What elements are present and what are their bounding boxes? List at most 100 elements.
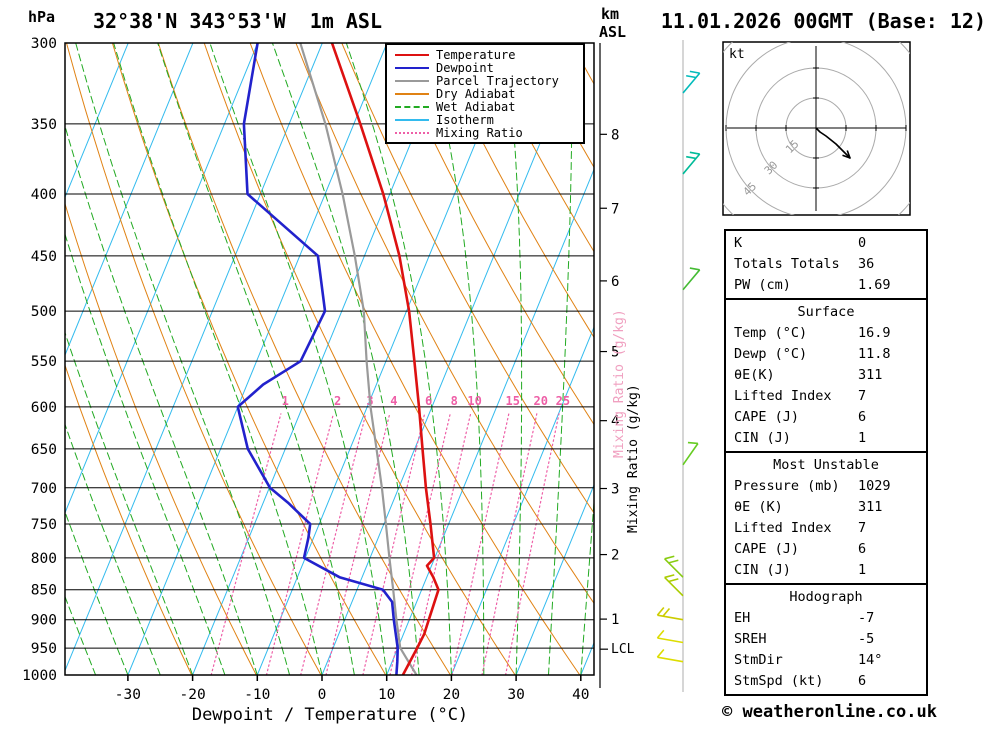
svg-text:20: 20 [534,394,548,408]
stats-row: Lifted Index 7 [726,518,926,539]
svg-text:8: 8 [611,127,619,143]
stats-section-title: Surface [797,304,855,320]
svg-text:650: 650 [31,442,57,458]
legend-line-sample [395,92,429,95]
svg-text:kt: kt [729,47,745,62]
legend-line-sample [395,118,429,121]
stats-section-title: Most Unstable [773,457,879,473]
parcel-trajectory-curve [299,43,418,675]
stats-row: CAPE (J) 6 [726,539,926,560]
stats-param-value: -7 [858,610,875,626]
plot-background: 1 2 3 4 6 8 10 15 20 25 [65,43,594,675]
stats-param-value: -5 [858,631,875,647]
altitude-unit-km-label: km [601,5,620,23]
stats-param-value: 311 [858,367,883,383]
stats-param-name: CAPE (J) [734,409,800,425]
svg-text:30: 30 [507,687,524,703]
sounding-profiles [236,43,440,675]
dewpoint-curve [236,43,400,675]
stats-param-name: Lifted Index [734,388,832,404]
stats-param-name: Dewp (°C) [734,346,808,362]
svg-text:850: 850 [31,583,57,599]
datetime-title: 11.01.2026 00GMT (Base: 12) [660,9,986,33]
svg-text:10: 10 [467,394,481,408]
stats-param-value: 6 [858,541,867,557]
legend-line-sample [395,105,429,108]
stats-param-value: 6 [858,409,867,425]
sounding-indices-panel: K 0 Totals Totals 36 PW (cm) 1.69 Surface Temp … [724,229,928,696]
stats-row: StmSpd (kt) 6 [726,671,926,692]
stats-param-value: 16.9 [858,325,891,341]
stats-section: K 0 Totals Totals 36 PW (cm) 1.69 [726,231,926,298]
legend-label: Wet Adiabat [436,99,516,114]
svg-text:10: 10 [378,687,395,703]
stats-param-name: StmSpd (kt) [734,673,824,689]
svg-text:25: 25 [556,394,570,408]
stats-row: StmDir 14° [726,650,926,671]
svg-text:5: 5 [611,345,619,361]
legend: Temperature Dewpoint Parcel Trajectory Dry … [385,43,585,144]
stats-param-name: K [734,235,743,251]
altitude-axis: 1 2 3 4 5 6 7 8 LCL [599,43,635,688]
svg-text:1000: 1000 [22,668,57,684]
stats-row: θE(K) 311 [726,365,926,386]
stats-param-name: EH [734,610,751,626]
legend-label: Mixing Ratio [436,125,523,140]
svg-text:300: 300 [31,36,57,52]
stats-param-value: 0 [858,235,867,251]
stats-param-value: 1 [858,430,867,446]
legend-label: Temperature [436,47,516,62]
stats-param-value: 6 [858,673,867,689]
svg-text:2: 2 [334,394,341,408]
temperature-axis-label: Dewpoint / Temperature (°C) [191,705,469,725]
stats-row: PW (cm) 1.69 [726,275,926,296]
stats-param-name: Pressure (mb) [734,478,840,494]
legend-item: Dewpoint [395,60,579,75]
svg-text:40: 40 [572,687,589,703]
legend-label: Dewpoint [436,60,494,75]
svg-text:450: 450 [31,249,57,265]
legend-item: Mixing Ratio [395,125,579,140]
svg-text:7: 7 [611,201,619,217]
stats-param-value: 11.8 [858,346,891,362]
stats-row: θE (K) 311 [726,497,926,518]
station-title: 32°38'N 343°53'W 1m ASL [93,9,382,33]
stats-param-name: CIN (J) [734,430,791,446]
axes: 3003504004505005506006507007508008509009… [22,36,595,703]
copyright-text: © weatheronline.co.uk [722,702,937,722]
stats-section: Hodograph EH -7 SREH -5 StmDir 14° StmSpd (kt) 6 [726,583,926,694]
stats-param-value: 7 [858,520,867,536]
stats-row: CIN (J) 1 [726,428,926,449]
stats-param-name: Lifted Index [734,520,832,536]
svg-text:20: 20 [443,687,460,703]
svg-text:350: 350 [31,117,57,133]
svg-text:8: 8 [451,394,458,408]
svg-text:700: 700 [31,481,57,497]
svg-text:0: 0 [318,687,327,703]
stats-row: Dewp (°C) 11.8 [726,344,926,365]
stats-param-name: CIN (J) [734,562,791,578]
stats-param-value: 311 [858,499,883,515]
stats-param-name: PW (cm) [734,277,791,293]
stats-param-value: 14° [858,652,883,668]
svg-text:3: 3 [611,482,619,498]
svg-text:600: 600 [31,400,57,416]
stats-param-name: StmDir [734,652,783,668]
stats-row: SREH -5 [726,629,926,650]
stats-param-value: 1.69 [858,277,891,293]
svg-text:-30: -30 [115,687,141,703]
svg-text:1: 1 [282,394,289,408]
stats-param-name: Temp (°C) [734,325,808,341]
legend-item: Dry Adiabat [395,87,579,101]
stats-row: Temp (°C) 16.9 [726,323,926,344]
svg-text:6: 6 [611,274,619,290]
svg-text:15: 15 [506,394,520,408]
legend-item: Parcel Trajectory [395,74,579,88]
svg-text:6: 6 [425,394,432,408]
stats-param-name: θE (K) [734,499,783,515]
legend-item: Wet Adiabat [395,99,579,114]
temperature-curve [330,43,440,675]
